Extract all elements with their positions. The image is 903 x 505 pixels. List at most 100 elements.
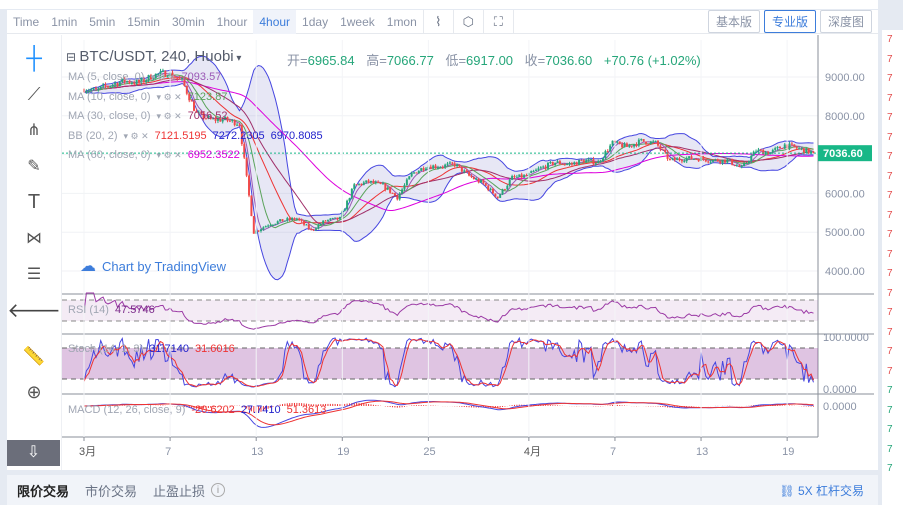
candle-body: [688, 156, 691, 159]
scroll-down-icon[interactable]: ⇩: [7, 440, 60, 466]
info-icon[interactable]: i: [211, 483, 226, 497]
candle-body: [121, 78, 124, 83]
stoch-band: [62, 348, 818, 379]
tab-limit-order[interactable]: 限价交易: [17, 483, 70, 499]
interval-30min[interactable]: 30min: [171, 14, 205, 29]
interval-1min[interactable]: 1min: [51, 14, 78, 29]
candle-body: [463, 170, 466, 172]
candle-body: [176, 77, 179, 79]
settings-hex-icon[interactable]: ⬡: [452, 9, 483, 34]
candle-body: [130, 83, 133, 85]
candle-body: [102, 84, 105, 87]
tradingview-watermark[interactable]: ☁ Chart by TradingView: [80, 258, 227, 275]
candle-body: [104, 84, 107, 87]
view-button-0[interactable]: 基本版: [707, 10, 760, 33]
bollinger-lower: [83, 82, 814, 281]
crosshair-icon[interactable]: ┼: [26, 45, 42, 70]
candle-body: [621, 143, 624, 148]
candle-body: [346, 200, 349, 210]
ruler-icon[interactable]: 📏: [22, 345, 46, 366]
interval-1hour[interactable]: 1hour: [216, 14, 248, 29]
tab-market-order[interactable]: 市价交易: [85, 483, 138, 499]
candle-body: [582, 160, 585, 163]
candle-body: [539, 167, 542, 169]
candle-body: [487, 185, 490, 191]
candle-body: [630, 145, 633, 147]
candle-body: [257, 230, 260, 232]
interval-4hour[interactable]: 4hour: [253, 9, 297, 34]
interval-1day[interactable]: 1day: [302, 14, 329, 29]
candle-body: [147, 75, 150, 81]
indicator-legend[interactable]: MA (30, close, 0) ▾ ⚙ ✕ 7056.52: [68, 110, 228, 122]
candle-body: [310, 228, 313, 230]
leverage-link[interactable]: ⛓ 5X 杠杆交易: [779, 483, 864, 498]
trend-line-icon[interactable]: ⟋: [27, 83, 41, 104]
orderbook-price: 7: [887, 404, 893, 416]
candle-body: [240, 125, 243, 145]
candle-body: [496, 196, 499, 198]
text-icon[interactable]: T: [27, 190, 41, 213]
candle-body: [429, 166, 432, 169]
candle-body: [252, 216, 255, 234]
indicator-legend[interactable]: MA (10, close, 0) ▾ ⚙ ✕ 7123.87: [68, 90, 228, 103]
candle-body: [188, 93, 191, 101]
price-tick-label: 8000.00: [825, 111, 865, 123]
macd-axis-label: 0.0000: [823, 401, 857, 413]
candle-body: [680, 160, 683, 162]
candle-body: [456, 164, 459, 167]
chart-toolbar: Time 1min 5min 15min 30min 1hour 4hour 1day 1wee…: [7, 9, 878, 34]
candle-body: [293, 218, 296, 220]
orderbook-price: 7: [887, 463, 893, 474]
candle-body: [508, 179, 511, 186]
fullscreen-icon[interactable]: ⛶: [482, 9, 513, 34]
candle-body: [183, 78, 186, 86]
candle-body: [221, 119, 224, 122]
candle-body: [740, 166, 743, 168]
orderbook-price: 7: [887, 365, 893, 377]
indicator-legend[interactable]: BB (20, 2) ▾ ⚙ ✕ 7121.5195 7272.2305 6970.80…: [68, 129, 323, 142]
candle-body: [657, 140, 659, 146]
interval-time[interactable]: Time: [13, 14, 40, 29]
candle-body: [489, 188, 492, 191]
candle-body: [477, 178, 480, 183]
candle-body: [757, 149, 760, 152]
candle-body: [448, 162, 451, 164]
interval-5min[interactable]: 5min: [89, 14, 116, 29]
last-price-tag: [818, 145, 872, 162]
candle-body: [314, 228, 317, 230]
interval-15min[interactable]: 15min: [127, 14, 160, 29]
candle-body: [154, 73, 157, 79]
measure-range-icon[interactable]: ☰: [26, 266, 42, 283]
candle-body: [767, 151, 770, 155]
interval-1mon[interactable]: 1mon: [386, 14, 417, 29]
candle-body: [358, 183, 361, 185]
candle-body: [475, 178, 478, 180]
tab-stop-order[interactable]: 止盈止损: [153, 483, 206, 499]
pattern-icon[interactable]: ⋈: [26, 230, 42, 247]
candle-body: [774, 148, 777, 150]
zoom-in-icon[interactable]: ⊕: [26, 381, 42, 402]
candle-body: [597, 161, 600, 164]
candle-body: [800, 148, 803, 150]
candle-body: [707, 161, 710, 163]
orderbook-price: 7: [887, 34, 893, 45]
candle-body: [771, 149, 774, 153]
orderbook-price: 7: [887, 229, 893, 240]
interval-1week[interactable]: 1week: [340, 14, 375, 29]
brush-icon[interactable]: ✎: [27, 158, 41, 175]
pitchfork-icon[interactable]: ⋔: [27, 122, 41, 139]
candle-body: [233, 120, 236, 126]
candle-body: [781, 148, 784, 150]
candle-body: [262, 227, 265, 230]
indicator-legend[interactable]: MA (60, close, 0) ▾ ⚙ ✕ 6952.3522: [68, 149, 240, 161]
symbol-title[interactable]: ⊟ BTC/USDT, 240, Huobi ▾: [66, 48, 242, 65]
indicator-legend[interactable]: MA (5, close, 0) ▾ ⚙ ✕ 7093.57: [68, 71, 222, 83]
view-button-2[interactable]: 深度图: [819, 10, 872, 33]
candle-body: [288, 218, 291, 220]
candle-body: [468, 172, 471, 176]
candle-body: [506, 185, 509, 190]
candle-body: [714, 159, 717, 161]
chart-type-icon[interactable]: ⌇: [422, 9, 453, 34]
view-button-1[interactable]: 专业版: [763, 10, 816, 33]
